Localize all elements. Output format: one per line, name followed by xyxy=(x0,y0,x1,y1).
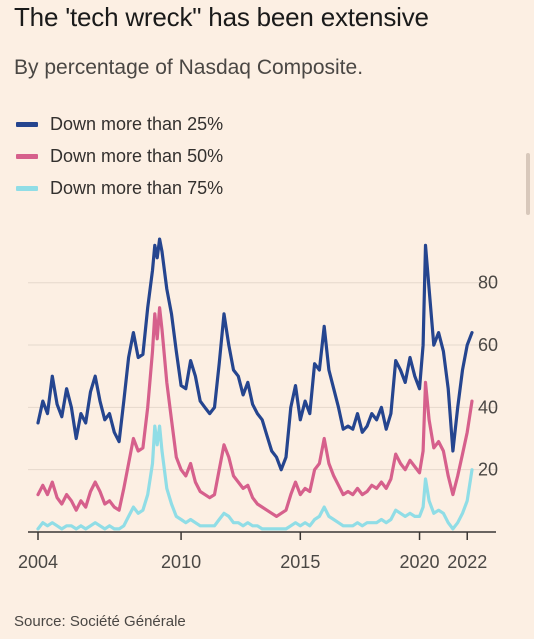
legend-swatch-50 xyxy=(16,153,38,159)
legend-label-50: Down more than 50% xyxy=(50,145,224,166)
x-tick-label-2004: 2004 xyxy=(18,552,58,572)
series-line-1 xyxy=(36,237,474,472)
source-note: Source: Société Générale xyxy=(14,613,186,630)
y-tick-label-20: 20 xyxy=(478,460,498,480)
legend: Down more than 25% Down more than 50% Do… xyxy=(16,108,223,204)
scrollbar-thumb[interactable] xyxy=(526,153,530,215)
chart-subtitle: By percentage of Nasdaq Composite. xyxy=(14,56,364,79)
series-line-2 xyxy=(36,306,474,518)
x-axis xyxy=(28,531,496,540)
series-line-3 xyxy=(36,424,474,531)
legend-swatch-75 xyxy=(16,185,38,191)
y-axis-ticks: 20 40 60 80 xyxy=(478,273,498,480)
x-tick-label-2015: 2015 xyxy=(280,552,320,572)
chart-series xyxy=(36,237,474,531)
y-tick-label-60: 60 xyxy=(478,335,498,355)
legend-item-50: Down more than 50% xyxy=(16,140,223,172)
legend-label-25: Down more than 25% xyxy=(50,113,224,134)
grid-lines xyxy=(28,282,496,471)
chart-title: The 'tech wreck" has been extensive xyxy=(14,2,429,32)
x-tick-label-2020: 2020 xyxy=(400,552,440,572)
y-tick-label-40: 40 xyxy=(478,397,498,417)
legend-item-75: Down more than 75% xyxy=(16,172,223,204)
x-tick-label-2022: 2022 xyxy=(447,552,487,572)
x-axis-ticks: 2004 2010 2015 2020 2022 xyxy=(18,552,487,572)
x-tick-label-2010: 2010 xyxy=(161,552,201,572)
y-tick-label-80: 80 xyxy=(478,273,498,293)
line-chart: 20 40 60 80 2004 2010 2015 2020 2022 xyxy=(18,237,498,572)
legend-item-25: Down more than 25% xyxy=(16,108,223,140)
legend-swatch-25 xyxy=(16,121,38,127)
legend-label-75: Down more than 75% xyxy=(50,177,224,198)
